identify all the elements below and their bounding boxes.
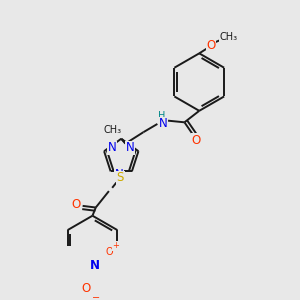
Text: N: N [108,141,117,154]
Text: S: S [117,172,124,184]
Text: O: O [206,39,215,52]
Text: N: N [89,259,99,272]
Text: N: N [115,168,123,181]
Text: O: O [71,198,81,211]
Text: CH₃: CH₃ [103,125,121,135]
Text: CH₃: CH₃ [220,32,238,42]
Text: N: N [159,118,167,130]
Text: O: O [191,134,201,147]
Text: H: H [158,111,165,121]
Text: O: O [105,247,113,257]
Text: −: − [92,293,100,300]
Text: O: O [82,282,91,295]
Text: N: N [126,141,135,154]
Text: +: + [112,241,119,250]
